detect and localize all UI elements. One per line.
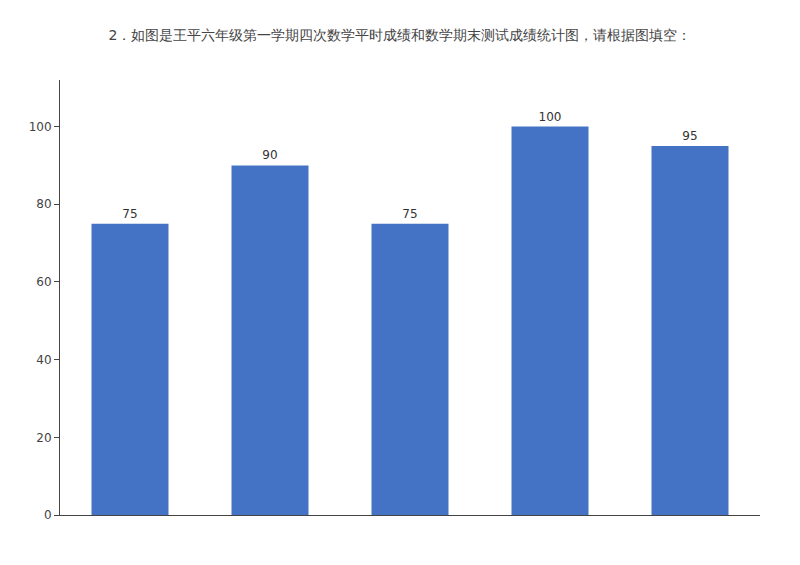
svg-text:100: 100 bbox=[539, 110, 562, 124]
svg-text:20: 20 bbox=[36, 431, 51, 445]
svg-text:90: 90 bbox=[262, 148, 277, 162]
svg-text:100: 100 bbox=[29, 120, 52, 134]
svg-text:40: 40 bbox=[36, 353, 51, 367]
svg-text:75: 75 bbox=[402, 207, 417, 221]
svg-text:75: 75 bbox=[122, 207, 137, 221]
svg-text:80: 80 bbox=[36, 197, 51, 211]
svg-text:2．如图是王平六年级第一学期四次数学平时成绩和数学期末测试成: 2．如图是王平六年级第一学期四次数学平时成绩和数学期末测试成绩统计图，请根据图填… bbox=[109, 27, 692, 43]
svg-text:95: 95 bbox=[682, 129, 697, 143]
svg-text:0: 0 bbox=[44, 508, 52, 522]
svg-text:60: 60 bbox=[36, 275, 51, 289]
